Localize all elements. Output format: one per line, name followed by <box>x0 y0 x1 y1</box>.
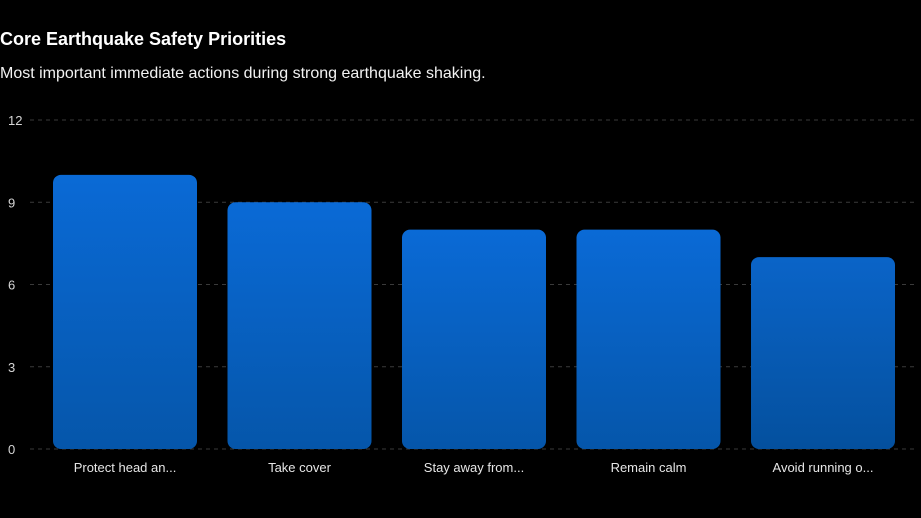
y-tick-label: 3 <box>8 360 15 375</box>
x-axis-labels: Protect head an... Take cover Stay away fr… <box>74 460 874 475</box>
y-tick-label: 12 <box>8 113 22 128</box>
chart-title: Core Earthquake Safety Priorities <box>0 29 287 49</box>
x-category-label: Stay away from... <box>424 460 524 475</box>
x-category-label: Take cover <box>268 460 332 475</box>
bar <box>751 257 895 449</box>
x-category-label: Avoid running o... <box>773 460 874 475</box>
x-category-label: Protect head an... <box>74 460 177 475</box>
x-category-label: Remain calm <box>611 460 687 475</box>
y-tick-label: 9 <box>8 195 15 210</box>
chart-subtitle: Most important immediate actions during … <box>0 65 486 82</box>
bars <box>53 174 895 450</box>
bar <box>227 202 372 449</box>
y-tick-label: 6 <box>8 278 15 293</box>
y-tick-label: 0 <box>8 442 15 457</box>
bar <box>53 174 197 450</box>
y-axis-ticks: 0 3 6 9 12 <box>8 113 22 457</box>
bar <box>576 229 721 449</box>
bar <box>402 229 546 449</box>
